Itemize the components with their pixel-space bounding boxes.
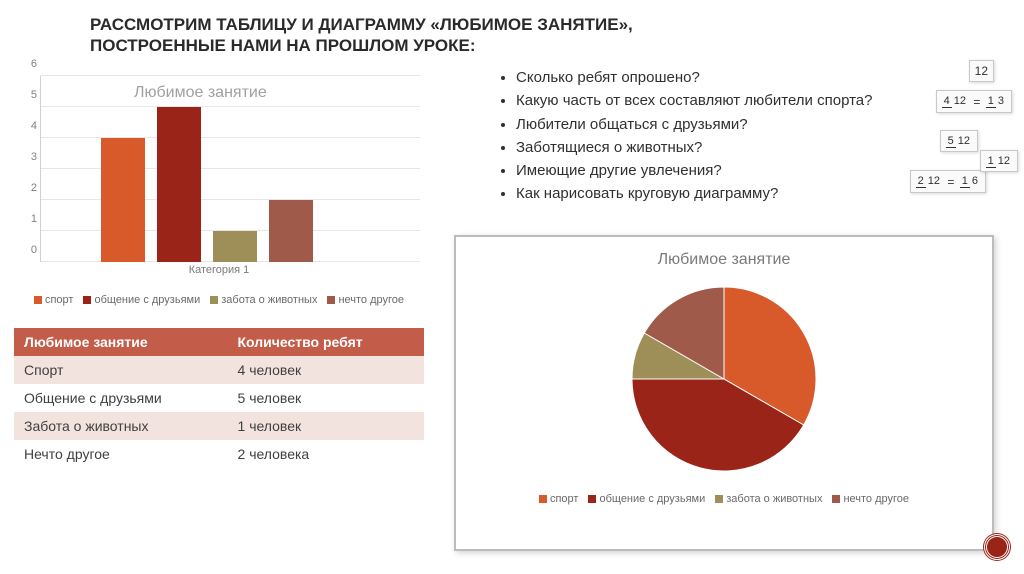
pie-chart-legend: спорт общение с друзьями забота о животных…	[466, 493, 982, 505]
answer-friends-fraction: 512	[940, 130, 978, 152]
question-item: Заботящиеся о животных?	[516, 136, 924, 159]
bar-chart-ytick: 3	[23, 151, 37, 163]
data-table: Любимое занятие Количество ребят Спорт4 …	[14, 328, 424, 468]
pie-legend-item: спорт	[539, 493, 579, 505]
question-item: Имеющие другие увлечения?	[516, 159, 924, 182]
answer-total: 12	[969, 60, 994, 82]
bar-chart-x-category: Категория 1	[14, 264, 424, 276]
bar-legend-item: нечто другое	[327, 294, 404, 306]
table-row: Забота о животных1 человек	[14, 412, 424, 440]
answer-total-value: 12	[975, 64, 988, 78]
table-cell: Нечто другое	[14, 440, 228, 468]
table-cell: Забота о животных	[14, 412, 228, 440]
bar-chart-ytick: 1	[23, 213, 37, 225]
title-line-2: построенные нами на прошлом уроке:	[90, 36, 476, 55]
bar-chart-legend: спорт общение с друзьями забота о животных…	[14, 294, 424, 306]
bar-chart-ytick: 2	[23, 182, 37, 194]
pie-legend-item: забота о животных	[715, 493, 822, 505]
question-item: Какую часть от всех составляют любители …	[516, 89, 924, 112]
bar-chart-ytick: 6	[23, 58, 37, 70]
table-cell: 2 человека	[228, 440, 424, 468]
table-cell: 5 человек	[228, 384, 424, 412]
table-row: Спорт4 человек	[14, 356, 424, 384]
bar-legend-item: спорт	[34, 294, 74, 306]
table-row: Нечто другое2 человека	[14, 440, 424, 468]
question-list: Сколько ребят опрошено?Какую часть от вс…	[494, 66, 924, 206]
answer-animals-fraction: 212 = 16	[910, 170, 986, 193]
table-col-1: Количество ребят	[228, 328, 424, 356]
slide-number-badge	[984, 534, 1010, 560]
bar-0	[101, 138, 145, 262]
bar-chart-ytick: 0	[23, 244, 37, 256]
bar-chart-plot: 0123456	[40, 76, 420, 262]
pie-legend-item: общение с друзьями	[588, 493, 705, 505]
bar-chart-ytick: 4	[23, 120, 37, 132]
bar-legend-item: общение с друзьями	[83, 294, 200, 306]
bar-legend-item: забота о животных	[210, 294, 317, 306]
bar-3	[269, 200, 313, 262]
pie-chart-wrap	[466, 275, 982, 483]
pie-chart-svg	[594, 275, 854, 483]
question-item: Сколько ребят опрошено?	[516, 66, 924, 89]
table-cell: 4 человек	[228, 356, 424, 384]
table-cell: Спорт	[14, 356, 228, 384]
table-col-0: Любимое занятие	[14, 328, 228, 356]
answer-sport-fraction: 412 = 13	[936, 90, 1012, 113]
pie-chart-title: Любимое занятие	[466, 251, 982, 269]
question-item: Любители общаться с друзьями?	[516, 113, 924, 136]
table-cell: Общение с друзьями	[14, 384, 228, 412]
title-line-1: Рассмотрим таблицу и диаграмму «Любимое …	[90, 15, 633, 34]
question-item: Как нарисовать круговую диаграмму?	[516, 182, 924, 205]
page-title: Рассмотрим таблицу и диаграмму «Любимое …	[90, 14, 850, 57]
pie-legend-item: нечто другое	[832, 493, 909, 505]
bar-1	[157, 107, 201, 262]
table-header-row: Любимое занятие Количество ребят	[14, 328, 424, 356]
pie-chart-panel: Любимое занятие спорт общение с друзьями з…	[454, 235, 994, 551]
table-row: Общение с друзьями5 человек	[14, 384, 424, 412]
bar-2	[213, 231, 257, 262]
bar-chart: Любимое занятие 0123456 Категория 1 спор…	[14, 66, 424, 306]
bar-chart-ytick: 5	[23, 89, 37, 101]
answer-other-fraction: 112	[980, 150, 1018, 172]
table-cell: 1 человек	[228, 412, 424, 440]
